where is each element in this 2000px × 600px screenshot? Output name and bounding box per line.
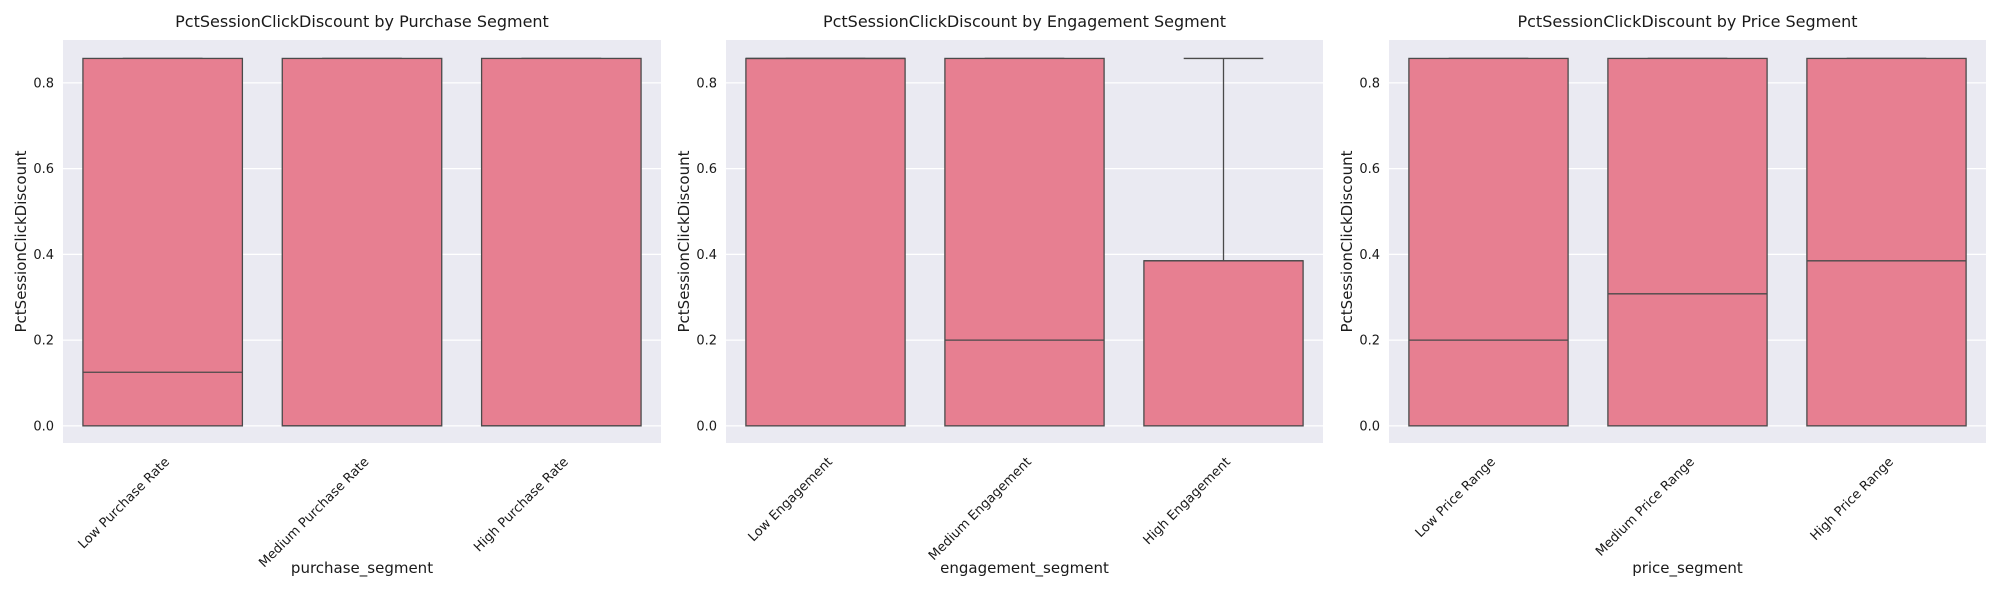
x-tick-label: High Engagement xyxy=(1141,455,1234,548)
y-tick-label: 0.4 xyxy=(33,248,54,263)
chart-panel-1: 0.0 0.2 0.4 0.6 0.8 PctSessionClickDiscount b… xyxy=(12,12,661,578)
chart-title: PctSessionClickDiscount by Purchase Segm… xyxy=(175,12,549,31)
box-body xyxy=(480,57,642,427)
y-tick-label: 0.2 xyxy=(696,334,717,349)
y-tick-label: 0.6 xyxy=(696,162,717,177)
y-axis-label: PctSessionClickDiscount xyxy=(1338,150,1356,332)
x-tick-label: Low Purchase Rate xyxy=(76,455,173,552)
box-body xyxy=(1143,260,1304,427)
x-tick-label: High Price Range xyxy=(1808,455,1897,544)
x-tick-label: Low Price Range xyxy=(1413,455,1499,541)
y-tick-label: 0.8 xyxy=(1359,76,1380,91)
x-axis-label: engagement_segment xyxy=(940,559,1109,578)
box-3 xyxy=(480,57,642,427)
chart-panel-2: 0.0 0.2 0.4 0.6 0.8 PctSessionClickDiscount b… xyxy=(675,12,1323,578)
x-tick-label: High Purchase Rate xyxy=(471,455,571,555)
y-tick-label: 0.2 xyxy=(33,334,54,349)
box-body xyxy=(1408,57,1569,427)
box-3 xyxy=(1143,57,1304,427)
box-2 xyxy=(944,57,1105,427)
y-tick-label: 0.2 xyxy=(1359,334,1380,349)
box-2 xyxy=(1607,57,1768,427)
chart-panel-3: 0.0 0.2 0.4 0.6 0.8 PctSessionClickDiscount b… xyxy=(1338,12,1986,578)
y-tick-label: 0.6 xyxy=(1359,162,1380,177)
box-body xyxy=(1607,57,1768,427)
x-tick-label: Low Engagement xyxy=(746,455,836,545)
box-body xyxy=(82,57,244,427)
y-tick-label: 0.8 xyxy=(696,76,717,91)
y-tick-label: 0.8 xyxy=(33,76,54,91)
y-tick-label: 0.0 xyxy=(1359,419,1380,434)
x-tick-label: Medium Purchase Rate xyxy=(256,455,372,571)
y-axis-label: PctSessionClickDiscount xyxy=(12,150,30,332)
x-axis-label: purchase_segment xyxy=(291,559,433,578)
x-tick-label: Medium Engagement xyxy=(926,455,1035,564)
box-body xyxy=(1806,57,1967,427)
box-1 xyxy=(745,57,906,427)
box-1 xyxy=(82,57,244,427)
box-body xyxy=(745,57,906,427)
box-1 xyxy=(1408,57,1569,427)
y-tick-label: 0.0 xyxy=(696,419,717,434)
y-tick-label: 0.4 xyxy=(696,248,717,263)
x-axis-label: price_segment xyxy=(1632,559,1743,578)
y-tick-label: 0.4 xyxy=(1359,248,1380,263)
y-axis-label: PctSessionClickDiscount xyxy=(675,150,693,332)
y-tick-label: 0.6 xyxy=(33,162,54,177)
box-body xyxy=(281,57,443,427)
box-2 xyxy=(281,57,443,427)
box-3 xyxy=(1806,57,1967,427)
x-tick-label: Medium Price Range xyxy=(1593,455,1698,560)
chart-title: PctSessionClickDiscount by Price Segment xyxy=(1517,12,1857,31)
box-body xyxy=(944,57,1105,427)
chart-title: PctSessionClickDiscount by Engagement Se… xyxy=(823,12,1226,31)
y-tick-label: 0.0 xyxy=(33,419,54,434)
